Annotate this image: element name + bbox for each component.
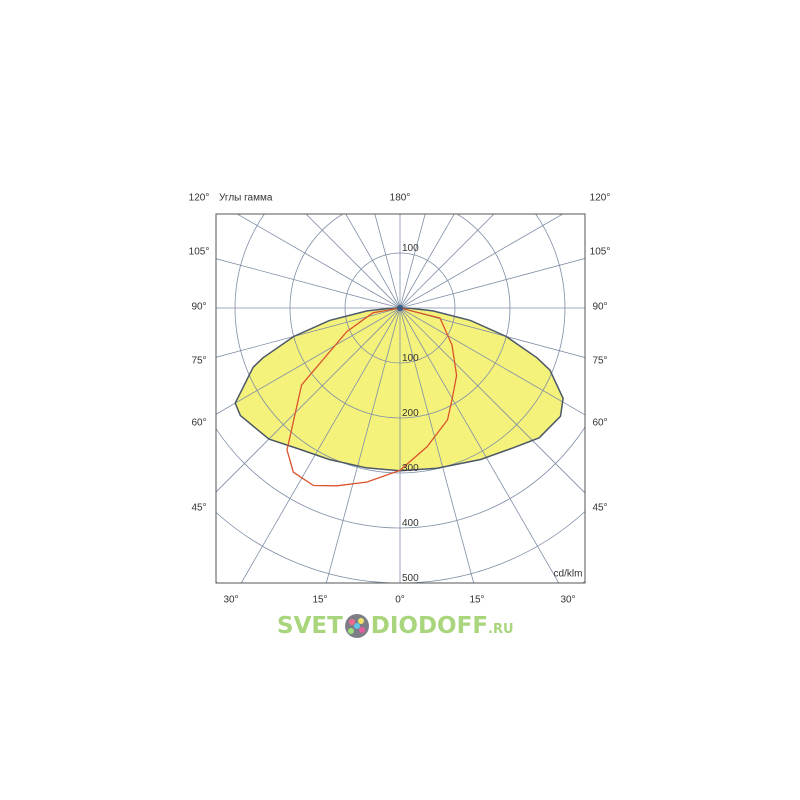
angle-label-right: 120° (589, 192, 611, 204)
angle-label-right: 60° (592, 417, 608, 429)
angle-label-right: 75° (592, 355, 608, 367)
grid-ray (399, 214, 426, 309)
grid-ray (325, 307, 401, 583)
angle-label-right: 105° (589, 246, 611, 258)
grid-ray (399, 307, 475, 583)
angle-label-left: 75° (191, 355, 207, 367)
angle-label-left: 60° (191, 417, 207, 429)
angle-label-bottom: 30° (560, 594, 576, 606)
grid-ray (216, 258, 401, 309)
grid-ray (216, 307, 401, 358)
radial-tick-label: 200 (402, 408, 419, 419)
grid-ray (216, 307, 401, 493)
angle-label-top: 180° (389, 192, 411, 204)
logo-suffix: .RU (488, 621, 514, 637)
grid-ray (399, 307, 585, 358)
grid-ray (399, 307, 585, 416)
angle-label-right: 45° (592, 502, 608, 514)
radial-tick-label: 300 (402, 463, 419, 474)
series-line (286, 307, 458, 487)
grid-ray (399, 258, 585, 309)
angle-label-left: 90° (191, 301, 207, 313)
center-point (397, 305, 403, 311)
angle-label-right: 90° (592, 301, 608, 313)
logo-watermark: SVET DIODOFF .RU (277, 612, 514, 640)
logo-text-right: DIODOFF (370, 613, 489, 639)
angle-label-bottom: 15° (312, 594, 328, 606)
radial-tick-label: 100 (402, 243, 419, 254)
grid-ray (305, 214, 401, 309)
angle-label-bottom: 15° (469, 594, 485, 606)
angle-label-left: 105° (188, 246, 210, 258)
grid-ray (345, 214, 401, 309)
logo-dots-icon (344, 614, 369, 638)
radial-tick-label: 400 (402, 518, 419, 529)
radial-tick-label: 100 (402, 353, 419, 364)
grid-ray (240, 307, 401, 583)
logo-text-left: SVET (277, 613, 343, 639)
grid-ray (399, 214, 455, 309)
grid-ray (374, 214, 401, 309)
angle-label-bottom: 0° (395, 594, 405, 606)
grid-ray (236, 214, 401, 309)
grid-ray (399, 214, 564, 309)
angle-label-bottom: 30° (223, 594, 239, 606)
grid-ray (399, 307, 585, 494)
frame (215, 213, 586, 584)
grid-ray (216, 307, 401, 415)
angle-label-left: 45° (191, 502, 207, 514)
radial-tick-label: 500 (402, 573, 419, 584)
grid-ray (399, 214, 495, 309)
chart-title: Углы гамма (219, 192, 273, 204)
grid-ray (399, 307, 560, 583)
series-fill (235, 308, 564, 471)
unit-label: cd/klm (553, 568, 583, 580)
angle-label-left: 120° (188, 192, 210, 204)
